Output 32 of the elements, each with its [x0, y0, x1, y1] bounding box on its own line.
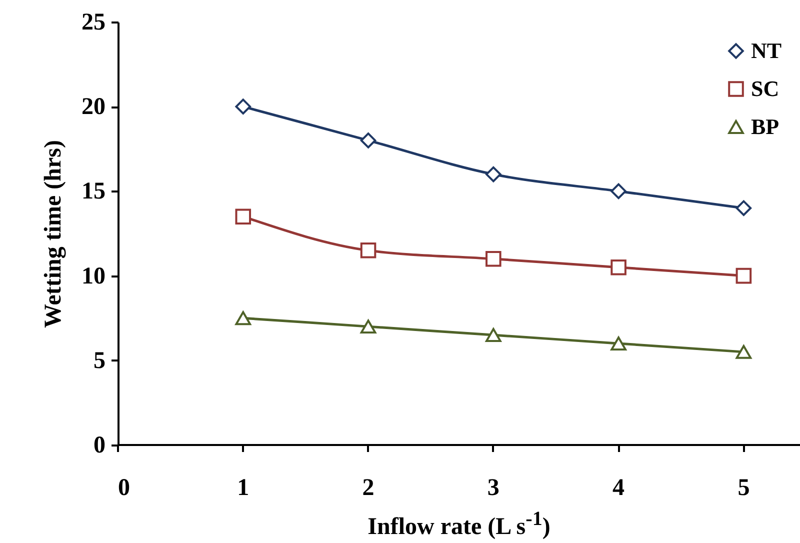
legend-label: BP [751, 114, 780, 139]
point [360, 242, 376, 258]
point [235, 208, 252, 224]
point [360, 320, 376, 334]
point [736, 200, 752, 216]
point [486, 328, 502, 342]
point [610, 259, 626, 276]
point [610, 336, 626, 350]
y-tick-label: 20 [82, 94, 106, 120]
x-tick-label: 5 [738, 475, 750, 501]
point [235, 311, 252, 326]
point [235, 98, 252, 114]
x-tick-label: 3 [487, 475, 500, 501]
x-tick-label: 2 [362, 475, 374, 501]
legend-label: SC [751, 76, 780, 101]
x-tick-label: 0 [118, 475, 130, 501]
point [360, 132, 376, 148]
point [486, 250, 502, 267]
point [610, 183, 626, 200]
y-axis-title: Wetting time (hrs) [40, 140, 66, 328]
y-tick-label: 0 [94, 432, 106, 458]
x-tick-label: 4 [612, 475, 625, 501]
y-tick-label: 10 [82, 263, 106, 290]
x-tick-label: 1 [237, 475, 250, 501]
legend-label: NT [751, 38, 782, 63]
y-tick-label: 5 [94, 348, 106, 374]
x-axis-title: Inflow rate (L s$^{-1}$) [366, 508, 552, 541]
y-tick-label: 25 [82, 10, 106, 36]
point [486, 166, 502, 182]
point [736, 268, 752, 284]
point [736, 344, 752, 359]
y-tick-label: 15 [82, 178, 106, 205]
